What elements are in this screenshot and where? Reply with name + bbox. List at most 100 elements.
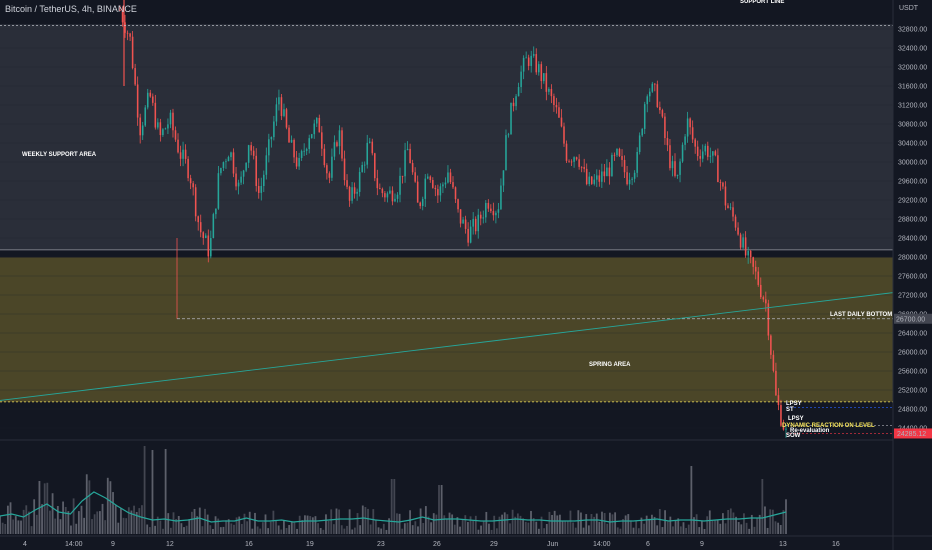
volume-bar [151, 450, 154, 534]
candle-body [520, 71, 522, 88]
volume-bar [301, 520, 304, 534]
candle-body [732, 207, 734, 217]
volume-bar [212, 528, 214, 534]
candle-body [585, 168, 588, 185]
volume-bar [456, 517, 459, 534]
volume-bar [635, 521, 638, 534]
volume-bar [711, 520, 714, 534]
volume-bar [551, 514, 553, 534]
volume-bar [172, 512, 175, 534]
volume-bar [70, 525, 72, 534]
volume-bar [430, 522, 433, 534]
candle-body [232, 152, 235, 174]
volume-bar [522, 518, 525, 534]
candle-body [535, 54, 538, 73]
volume-bar [566, 521, 569, 534]
candle-body [194, 187, 197, 217]
volume-bar [737, 522, 740, 534]
candle-body [636, 151, 638, 173]
wyckoff-label-2: ST [786, 407, 794, 413]
date-tick-label: 14:00 [593, 541, 611, 548]
volume-bar [198, 507, 201, 534]
candle-body [737, 227, 739, 235]
volume-bar [516, 513, 519, 534]
volume-bar [548, 511, 551, 534]
volume-bar [28, 511, 30, 534]
volume-bar [703, 528, 706, 534]
candle-body [421, 198, 424, 206]
candle-body [245, 162, 247, 171]
volume-bar [569, 510, 572, 534]
volume-bar [340, 525, 343, 534]
candle-body [179, 152, 182, 159]
candle-body [207, 235, 210, 257]
candle-body [416, 181, 419, 203]
volume-bar [577, 510, 580, 534]
candle-body [638, 135, 641, 152]
weekly-support-zone [0, 24, 893, 250]
candle-body [252, 150, 255, 156]
volume-bar [590, 513, 593, 534]
volume-bar [377, 527, 380, 534]
volume-bar [348, 509, 351, 534]
volume-bar [501, 514, 503, 534]
candle-body [631, 178, 633, 180]
date-tick-label: 4 [23, 541, 27, 548]
volume-bar [740, 524, 743, 534]
volume-bar [138, 508, 141, 534]
price-tick-label: 29600.00 [898, 179, 927, 186]
volume-bar [319, 528, 322, 534]
volume-bar [256, 526, 259, 534]
candle-body [601, 171, 603, 182]
volume-bar [514, 516, 517, 534]
chart-title: Bitcoin / TetherUS, 4h, BINANCE [5, 4, 137, 14]
candle-body [765, 299, 767, 304]
candle-body [505, 135, 507, 171]
candle-body [517, 87, 520, 97]
candle-body [767, 303, 770, 336]
candle-body [747, 250, 749, 256]
volume-bar [543, 528, 546, 534]
candle-body [394, 198, 396, 202]
candle-body [474, 218, 477, 232]
candle-body [391, 190, 394, 202]
volume-bar [133, 505, 135, 534]
candle-body [590, 176, 593, 184]
candle-body [583, 167, 585, 169]
candle-body [563, 126, 565, 144]
volume-bar [54, 518, 57, 534]
volume-bar [564, 521, 567, 534]
candle-body [762, 297, 765, 300]
candle-body [444, 182, 447, 185]
candle-body [237, 182, 240, 187]
candle-body [434, 187, 437, 190]
volume-bar [537, 528, 540, 534]
candle-body [457, 199, 459, 210]
volume-bar [309, 516, 312, 534]
volume-bar [83, 517, 86, 534]
volume-bar [359, 525, 362, 534]
volume-bar [745, 522, 748, 534]
volume-bar [183, 527, 185, 534]
volume-bar [396, 513, 398, 534]
candle-body [553, 96, 555, 105]
volume-bar [677, 518, 680, 534]
candle-body [255, 155, 258, 186]
volume-bar [390, 479, 393, 534]
candle-body [285, 109, 288, 128]
price-tick-label: 32800.00 [898, 27, 927, 34]
volume-bar [125, 518, 128, 534]
volume-bar [477, 529, 480, 534]
volume-bar [482, 520, 485, 534]
volume-bar [753, 526, 756, 534]
volume-bar [112, 492, 114, 534]
date-tick-label: 14:00 [65, 541, 83, 548]
volume-bar [261, 522, 264, 534]
price-tick-label: 26400.00 [898, 331, 927, 338]
volume-bar [622, 519, 624, 534]
candle-body [515, 96, 517, 107]
candle-body [550, 88, 553, 97]
candle-body [351, 187, 353, 201]
